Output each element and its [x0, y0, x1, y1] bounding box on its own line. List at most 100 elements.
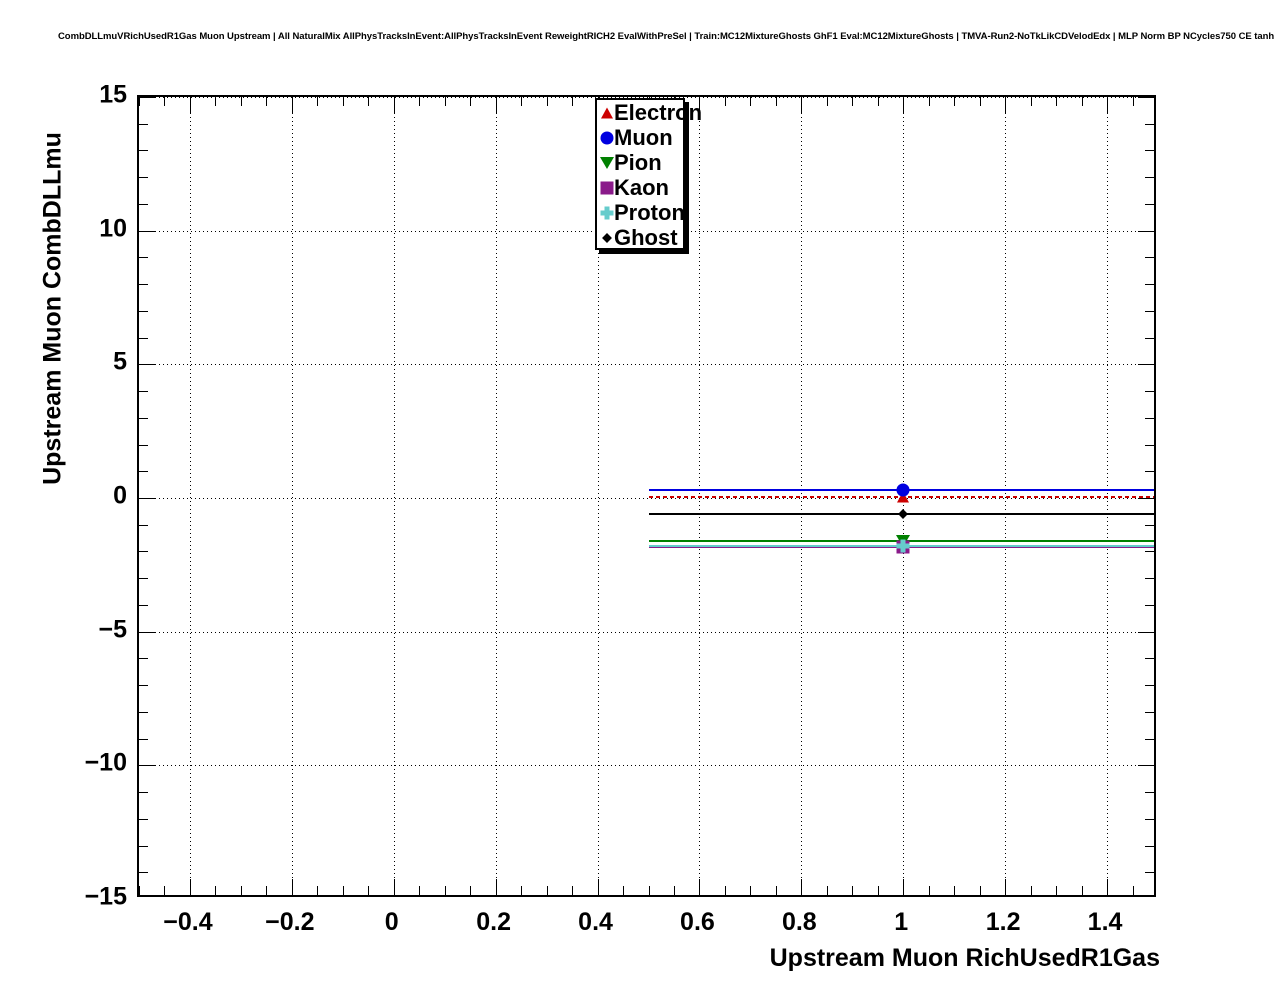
legend-label: Pion	[614, 149, 662, 175]
y-tick-minor	[1145, 658, 1154, 660]
x-tick-minor	[979, 97, 981, 106]
grid-line-vertical	[189, 97, 191, 895]
y-tick-minor	[1145, 444, 1154, 446]
x-tick-label: 1.2	[985, 908, 1021, 936]
x-tick-major	[189, 879, 191, 895]
y-tick-minor	[1145, 792, 1154, 794]
x-tick-minor	[724, 97, 726, 106]
square-marker-icon	[600, 181, 614, 194]
y-tick-minor	[139, 524, 148, 526]
legend-label: Ghost	[614, 224, 678, 250]
x-tick-label: 0.8	[781, 908, 817, 936]
x-tick-minor	[572, 97, 574, 106]
legend-marker-kaon	[599, 175, 615, 200]
x-tick-minor	[240, 97, 242, 106]
x-axis-title: Upstream Muon RichUsedR1Gas	[769, 944, 1160, 972]
x-tick-label: −0.2	[265, 908, 315, 936]
y-tick-major	[139, 364, 155, 366]
x-tick-minor	[775, 886, 777, 895]
x-tick-minor	[470, 886, 472, 895]
y-tick-minor	[1145, 310, 1154, 312]
legend-entry-pion: Pion	[597, 150, 683, 175]
x-tick-minor	[877, 886, 879, 895]
x-tick-minor	[139, 97, 140, 106]
x-tick-minor	[1132, 886, 1134, 895]
x-tick-minor	[521, 886, 523, 895]
x-tick-major	[291, 879, 293, 895]
x-tick-minor	[1056, 886, 1058, 895]
data-point-muon	[896, 483, 910, 497]
grid-line-horizontal	[139, 631, 1154, 633]
x-tick-major	[393, 879, 395, 895]
plot-title: CombDLLmuVRichUsedR1Gas Muon Upstream | …	[58, 31, 1276, 42]
y-tick-minor	[1145, 738, 1154, 740]
y-tick-minor	[139, 284, 148, 286]
x-tick-major	[699, 879, 701, 895]
x-tick-minor	[750, 97, 752, 106]
grid-line-horizontal	[139, 765, 1154, 767]
x-tick-major	[1107, 879, 1109, 895]
x-tick-minor	[215, 97, 217, 106]
y-tick-major	[139, 765, 155, 767]
x-tick-major	[1107, 97, 1109, 113]
x-tick-minor	[317, 97, 319, 106]
y-tick-minor	[1145, 685, 1154, 687]
x-tick-minor	[317, 886, 319, 895]
y-tick-minor	[139, 417, 148, 419]
y-tick-minor	[139, 711, 148, 713]
x-tick-minor	[826, 97, 828, 106]
x-tick-minor	[368, 886, 370, 895]
y-tick-label: −15	[84, 882, 127, 911]
y-tick-minor	[1145, 578, 1154, 580]
x-tick-label: 0.4	[578, 908, 613, 936]
y-tick-minor	[139, 872, 148, 874]
grid-line-horizontal	[139, 97, 1154, 98]
y-tick-minor	[139, 604, 148, 606]
y-tick-minor	[1145, 604, 1154, 606]
y-tick-minor	[1145, 711, 1154, 713]
y-tick-major	[1138, 765, 1154, 767]
x-tick-minor	[979, 886, 981, 895]
legend-entry-electron: Electron	[597, 100, 702, 125]
legend-entry-ghost: Ghost	[597, 225, 683, 250]
x-tick-minor	[266, 886, 268, 895]
x-tick-major	[1005, 879, 1007, 895]
y-tick-minor	[1145, 551, 1154, 553]
x-tick-minor	[1081, 97, 1083, 106]
y-tick-major	[1138, 498, 1154, 499]
y-tick-minor	[139, 792, 148, 794]
x-tick-minor	[444, 886, 446, 895]
y-tick-minor	[1145, 845, 1154, 847]
y-tick-minor	[139, 551, 148, 553]
x-tick-minor	[1081, 886, 1083, 895]
y-tick-minor	[1145, 872, 1154, 874]
y-tick-label: −10	[84, 748, 127, 777]
x-tick-major	[903, 879, 905, 895]
x-tick-minor	[572, 886, 574, 895]
x-tick-minor	[419, 97, 421, 106]
y-tick-minor	[139, 310, 148, 312]
x-tick-minor	[164, 886, 166, 895]
x-tick-minor	[419, 886, 421, 895]
x-tick-major	[495, 97, 497, 113]
x-tick-minor	[164, 97, 166, 106]
y-tick-minor	[1145, 524, 1154, 526]
legend-marker-electron	[599, 100, 615, 125]
legend-label: Kaon	[614, 174, 669, 200]
data-point-ghost	[898, 509, 909, 519]
y-tick-major	[1138, 364, 1154, 366]
x-tick-minor	[240, 886, 242, 895]
x-tick-major	[699, 97, 701, 113]
x-tick-minor	[852, 886, 854, 895]
x-tick-label: 1.4	[1087, 908, 1123, 936]
y-tick-minor	[139, 257, 148, 259]
x-tick-minor	[470, 97, 472, 106]
grid-line-horizontal	[139, 498, 1154, 499]
x-tick-label: −0.4	[163, 908, 213, 936]
y-tick-minor	[1145, 203, 1154, 205]
y-tick-minor	[1145, 818, 1154, 820]
x-tick-major	[1005, 97, 1007, 113]
y-tick-minor	[1145, 123, 1154, 125]
x-tick-minor	[215, 886, 217, 895]
